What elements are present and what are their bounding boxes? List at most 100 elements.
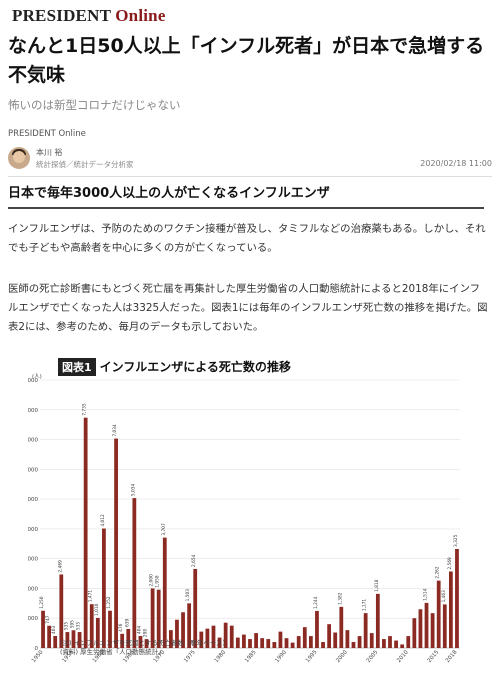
y-tick-label: 8,000 <box>28 408 38 414</box>
bar <box>114 438 118 648</box>
data-label: 403 <box>51 626 57 634</box>
bar <box>217 637 222 648</box>
bar <box>345 630 350 648</box>
data-label: 1,252 <box>106 596 112 609</box>
data-label: 1,503 <box>185 589 191 602</box>
bar <box>162 537 167 648</box>
paragraph-1: インフルエンザは、予防のためのワクチン接種が普及し、タミフルなどの治療薬もある。… <box>8 223 486 254</box>
data-label: 1,382 <box>337 592 343 605</box>
data-label: 1,244 <box>313 596 319 609</box>
bar <box>254 633 258 648</box>
y-tick-label: 9,000 <box>28 378 38 384</box>
bar <box>357 636 362 648</box>
chart-badge: 図表1 <box>58 358 96 376</box>
bar <box>430 613 435 648</box>
chart-note-1: (注) インフルエンザを死因とする死亡者数（暦年ベース） <box>60 639 229 647</box>
y-axis-label: (人) <box>32 373 42 380</box>
bar <box>126 628 131 648</box>
bar <box>424 602 429 648</box>
bar <box>260 638 265 648</box>
bar <box>242 634 246 648</box>
data-label: 4,012 <box>100 514 106 527</box>
data-label: 2,262 <box>435 566 441 579</box>
data-label: 3,325 <box>453 534 459 547</box>
bar <box>138 635 143 648</box>
bar <box>327 624 332 648</box>
bar <box>132 498 137 648</box>
author-role: 統計探偵／統計データ分析家 <box>36 160 134 169</box>
bar <box>369 633 374 648</box>
data-label: 1,958 <box>155 575 161 588</box>
bar <box>205 628 210 648</box>
bar <box>168 630 173 648</box>
bar <box>199 631 204 648</box>
y-tick-label: 5,000 <box>28 497 38 503</box>
y-tick-label: 0 <box>35 646 39 652</box>
data-label: 5,034 <box>130 484 136 497</box>
data-label: 298 <box>143 629 149 637</box>
bar <box>193 568 198 648</box>
data-label: 535 <box>63 622 69 630</box>
data-label: 1,463 <box>441 590 447 603</box>
bar <box>382 639 386 648</box>
bar <box>235 637 240 648</box>
bar <box>187 603 192 648</box>
bar <box>65 632 70 648</box>
bar <box>418 609 423 648</box>
data-label: 1,818 <box>374 579 380 592</box>
author-name[interactable]: 本川 裕 <box>36 148 63 157</box>
y-tick-label: 2,000 <box>28 586 38 592</box>
bar <box>290 642 295 648</box>
data-label: 476 <box>118 623 124 631</box>
bar <box>181 612 185 648</box>
x-tick-label: 1985 <box>244 649 258 664</box>
x-tick-label: 2018 <box>445 649 459 664</box>
bar <box>302 627 307 648</box>
bar <box>388 636 392 648</box>
x-tick-label: 1950 <box>31 649 45 664</box>
chart-note-2: (資料) 厚生労働省「人口動態統計」 <box>60 648 165 656</box>
bar <box>296 636 301 648</box>
data-label: 2,569 <box>447 557 453 570</box>
data-label: 1,471 <box>88 590 94 603</box>
x-tick-label: 2005 <box>366 649 380 664</box>
data-label: 1,010 <box>94 603 100 616</box>
site-logo[interactable]: PRESIDENT Online <box>12 6 166 26</box>
data-label: 2,654 <box>191 554 197 567</box>
data-label: 747 <box>45 615 51 623</box>
bar <box>53 635 58 648</box>
bar <box>308 636 313 648</box>
bar <box>284 638 289 648</box>
data-label: 1,514 <box>423 588 429 601</box>
data-label: 404 <box>136 626 142 634</box>
bar <box>363 613 368 648</box>
data-label: 535 <box>76 622 82 630</box>
data-label: 1,250 <box>39 596 45 609</box>
bar <box>144 639 149 648</box>
x-tick-label: 1990 <box>274 649 288 664</box>
x-tick-label: 2000 <box>335 649 349 664</box>
data-label: 1,171 <box>362 599 368 612</box>
bar <box>211 625 216 648</box>
bar <box>266 639 271 648</box>
bar <box>448 571 453 648</box>
article-source: PRESIDENT Online <box>8 129 86 139</box>
author-avatar[interactable] <box>8 147 30 169</box>
bar <box>412 618 417 648</box>
author-row: 本川 裕 統計探偵／統計データ分析家 2020/02/18 11:00 <box>8 147 492 171</box>
bar <box>41 610 45 648</box>
chart-svg: (人) 0 1,000 2,000 3,000 4,000 5,000 6,000 7,000 8… <box>28 373 460 664</box>
bar <box>321 642 325 648</box>
y-tick-label: 3,000 <box>28 557 38 563</box>
bar <box>375 593 380 648</box>
logo-sub: Online <box>115 6 166 25</box>
bar <box>278 631 283 648</box>
x-tick-label: 2010 <box>396 649 410 664</box>
data-label: 2,469 <box>57 560 63 573</box>
divider <box>8 176 492 177</box>
bar <box>400 644 405 648</box>
x-tick-label: 2015 <box>427 649 441 664</box>
bar <box>156 589 161 648</box>
data-label: 7,735 <box>82 403 88 416</box>
bar <box>77 632 82 648</box>
